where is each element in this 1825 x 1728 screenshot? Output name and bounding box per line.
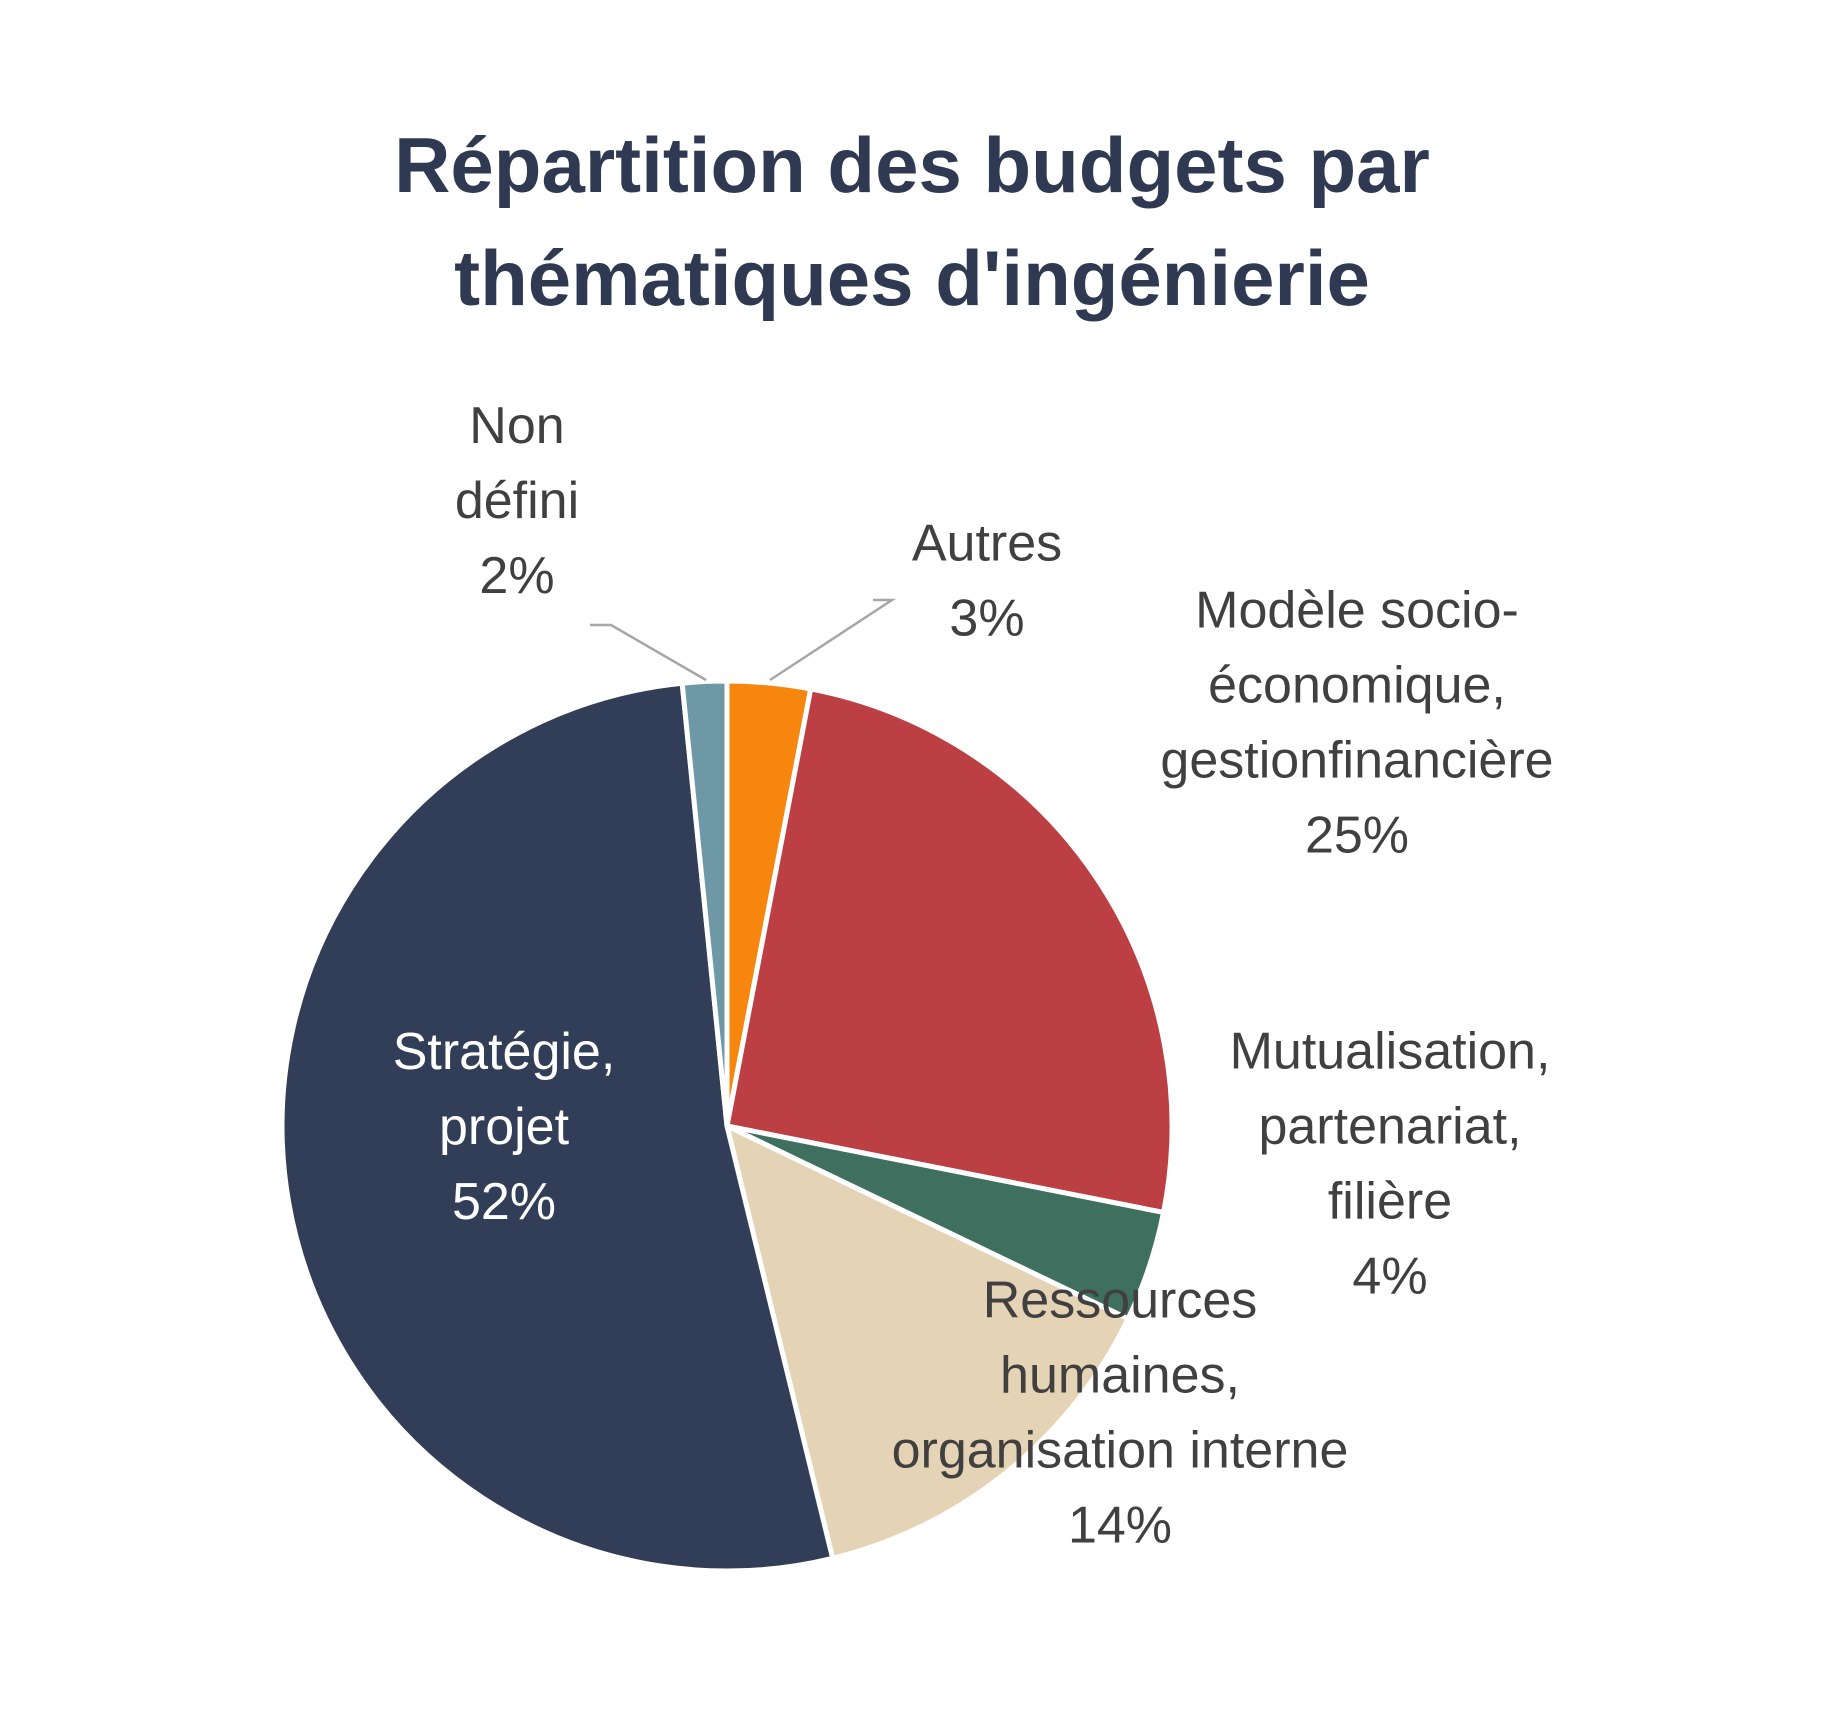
- data-label-percent: 3%: [949, 590, 1024, 648]
- data-label: Ressources humaines, organisation interne 1…: [892, 1272, 1349, 1555]
- chart-title-line-2: thématiques d'ingénierie: [454, 234, 1370, 322]
- data-label-line: filière: [1328, 1173, 1452, 1231]
- leader-line: [590, 623, 707, 682]
- data-label-percent: 4%: [1352, 1248, 1427, 1306]
- data-label-line: organisation interne: [892, 1422, 1349, 1480]
- data-label-percent: 52%: [452, 1173, 556, 1231]
- data-label-line: défini: [455, 472, 579, 530]
- data-label: Modèle socio-économique, gestionfinancièr…: [1160, 582, 1553, 865]
- data-label: Stratégie, projet 52%: [393, 1023, 616, 1231]
- data-label-line: humaines,: [1000, 1347, 1240, 1405]
- data-label-percent: 14%: [1068, 1497, 1172, 1555]
- data-label-line: économique,: [1208, 657, 1506, 715]
- data-label: Non défini 2%: [455, 397, 579, 605]
- pie-slices: [279, 678, 1175, 1574]
- leader-line: [769, 598, 897, 682]
- data-label-line: Stratégie,: [393, 1023, 616, 1081]
- data-label: Autres 3%: [912, 515, 1062, 648]
- pie-slice: [279, 680, 836, 1574]
- data-labels: Autres 3% Modèle socio-économique, gestionf…: [393, 397, 1554, 1555]
- data-label-percent: 2%: [479, 547, 554, 605]
- pie-slice: [724, 686, 1175, 1215]
- data-label-line: Modèle socio-: [1195, 582, 1519, 640]
- pie-slice: [724, 1123, 1131, 1561]
- data-label-line: gestionfinancière: [1160, 732, 1553, 790]
- data-label-line: projet: [439, 1098, 570, 1156]
- chart-title-line-1: Répartition des budgets par: [394, 121, 1430, 209]
- leader-lines: [590, 598, 897, 682]
- data-label-line: Ressources: [983, 1272, 1258, 1330]
- data-label-line: Non: [469, 397, 564, 455]
- data-label: Mutualisation, partenariat, filière 4%: [1230, 1023, 1551, 1306]
- pie-slice: [679, 678, 730, 1129]
- data-label-line: Mutualisation,: [1230, 1023, 1551, 1081]
- data-label-percent: 25%: [1305, 807, 1409, 865]
- data-label-line: partenariat,: [1258, 1098, 1521, 1156]
- data-label-line: Autres: [912, 515, 1062, 573]
